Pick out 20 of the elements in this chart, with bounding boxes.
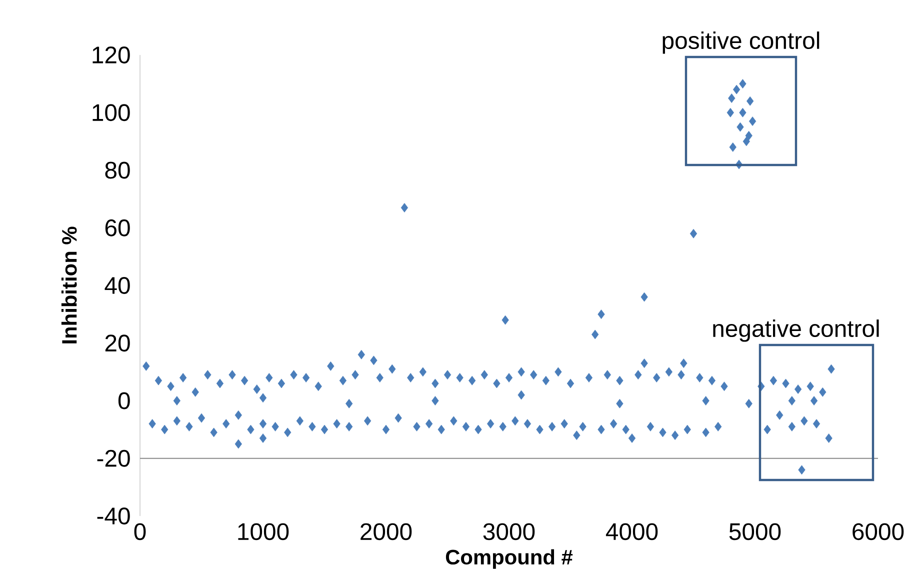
- y-tick-label: 60: [105, 219, 130, 236]
- x-tick-label: 6000: [852, 523, 904, 540]
- y-tick-label: 40: [104, 277, 130, 294]
- x-tick-label: 0: [134, 523, 146, 540]
- y-tick-label: 80: [105, 162, 130, 179]
- text: positive control: [662, 32, 820, 54]
- x-tick-label: 5000: [729, 523, 781, 540]
- x-tick-label: 3000: [483, 523, 535, 540]
- y-tick-label: -20: [97, 450, 130, 467]
- y-tick-label: 120: [92, 46, 130, 64]
- annotation: negative control: [713, 320, 879, 342]
- y-axis-title: Inhibition %: [61, 226, 77, 344]
- y-tick-label: -40: [97, 508, 130, 524]
- x-tick-label: 2000: [360, 523, 412, 540]
- x-axis-title: Compound #: [446, 549, 573, 569]
- y-tick-label: 20: [105, 334, 130, 352]
- x-tick-label: 1000: [238, 523, 289, 540]
- x-tick-label: 4000: [606, 523, 658, 540]
- y-tick-label: 100: [92, 104, 130, 122]
- y-tick-label: 0: [118, 392, 130, 410]
